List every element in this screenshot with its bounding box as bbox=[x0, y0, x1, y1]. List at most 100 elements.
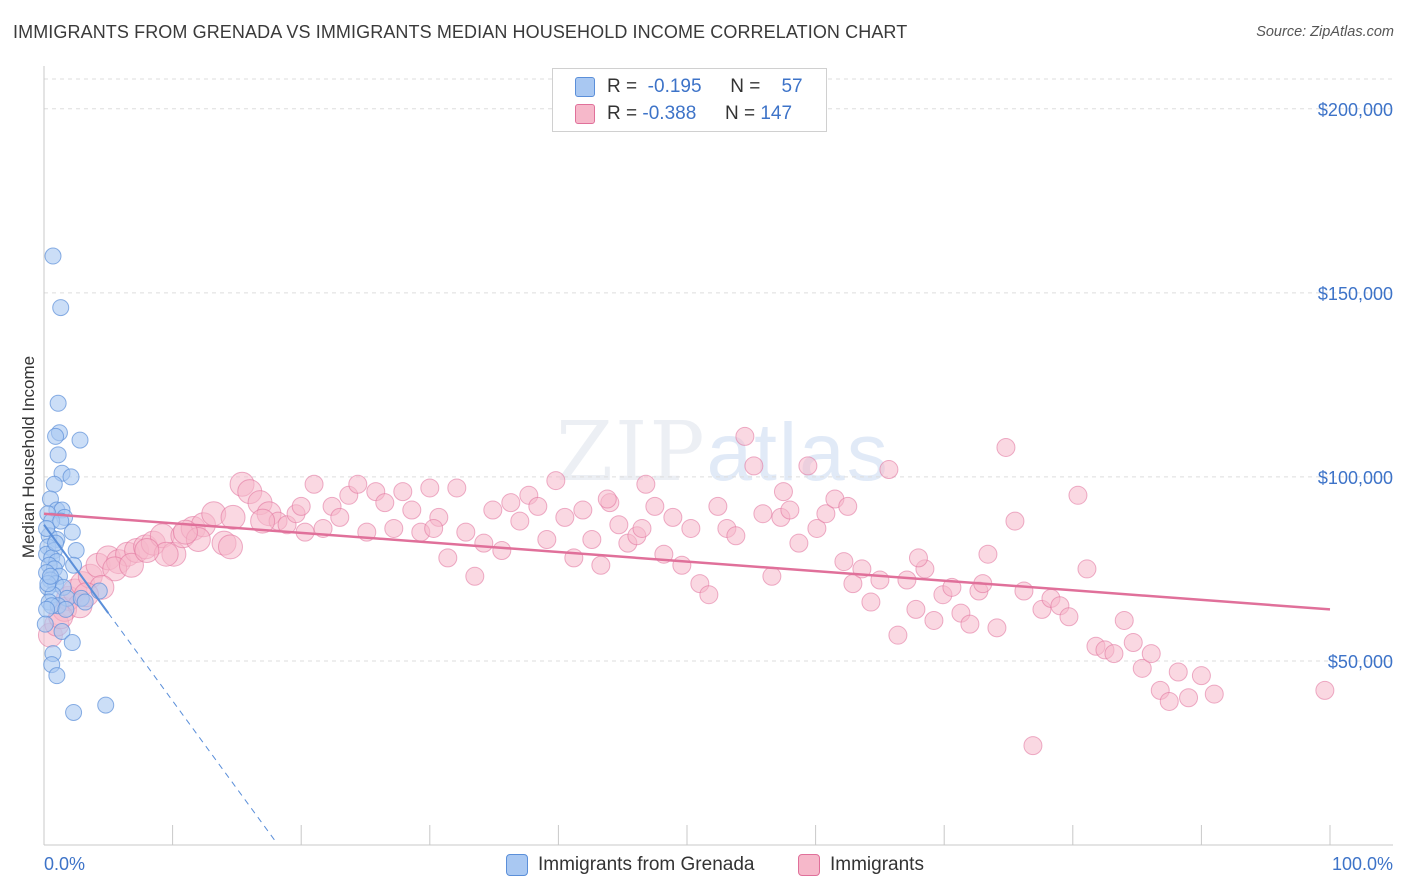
trend-line-immigrants bbox=[43, 512, 1331, 611]
point-immigrants bbox=[908, 548, 928, 568]
legend-r-value: -0.195 bbox=[647, 76, 702, 97]
point-immigrants bbox=[838, 496, 858, 516]
point-immigrants bbox=[348, 474, 368, 494]
point-grenada bbox=[90, 582, 108, 600]
point-immigrants bbox=[672, 555, 692, 575]
series-immigrants bbox=[37, 426, 1335, 756]
point-immigrants bbox=[1204, 684, 1224, 704]
point-immigrants bbox=[537, 529, 557, 549]
point-immigrants bbox=[330, 507, 350, 527]
source-label: Source: ZipAtlas.com bbox=[1256, 24, 1394, 40]
point-immigrants bbox=[978, 544, 998, 564]
point-immigrants bbox=[888, 625, 908, 645]
point-immigrants bbox=[384, 518, 404, 538]
point-grenada bbox=[67, 542, 85, 560]
point-immigrants bbox=[438, 548, 458, 568]
point-immigrants bbox=[816, 504, 836, 524]
point-immigrants bbox=[726, 526, 746, 546]
point-immigrants bbox=[780, 500, 800, 520]
point-immigrants bbox=[402, 500, 422, 520]
chart-title: IMMIGRANTS FROM GRENADA VS IMMIGRANTS ME… bbox=[13, 22, 908, 42]
point-immigrants bbox=[172, 519, 198, 545]
point-grenada bbox=[36, 615, 54, 633]
bottom-legend-grenada[interactable]: Immigrants from Grenada bbox=[506, 852, 754, 878]
point-immigrants bbox=[501, 493, 521, 513]
point-grenada bbox=[63, 634, 81, 652]
point-immigrants bbox=[420, 478, 440, 498]
bottom-legend-immigrants[interactable]: Immigrants bbox=[798, 852, 924, 878]
point-immigrants bbox=[636, 474, 656, 494]
point-immigrants bbox=[773, 482, 793, 502]
y-tick-label: $100,000 bbox=[1318, 468, 1393, 488]
legend-n-value: 57 bbox=[781, 76, 803, 97]
point-grenada bbox=[65, 703, 83, 721]
point-immigrants bbox=[573, 500, 593, 520]
point-immigrants bbox=[220, 504, 246, 530]
legend-n-label: N = bbox=[730, 76, 761, 97]
point-immigrants bbox=[1005, 511, 1025, 531]
point-immigrants bbox=[807, 518, 827, 538]
bottom-legend-swatch-immigrants bbox=[798, 854, 820, 876]
point-immigrants bbox=[555, 507, 575, 527]
point-immigrants bbox=[681, 518, 701, 538]
point-immigrants bbox=[591, 555, 611, 575]
point-immigrants bbox=[483, 500, 503, 520]
point-immigrants bbox=[1077, 559, 1097, 579]
point-immigrants bbox=[699, 585, 719, 605]
point-immigrants bbox=[1104, 644, 1124, 664]
point-immigrants bbox=[528, 496, 548, 516]
point-immigrants bbox=[1179, 688, 1199, 708]
point-grenada bbox=[41, 567, 59, 585]
point-immigrants bbox=[1123, 633, 1143, 653]
point-immigrants bbox=[134, 538, 160, 564]
point-grenada bbox=[38, 600, 56, 618]
point-immigrants bbox=[250, 508, 276, 534]
legend-r-label: R = bbox=[607, 76, 638, 97]
axes bbox=[43, 66, 1393, 846]
point-grenada bbox=[76, 593, 94, 611]
y-tick-label: $200,000 bbox=[1318, 100, 1393, 120]
point-grenada bbox=[62, 468, 80, 486]
point-immigrants bbox=[924, 610, 944, 630]
point-grenada bbox=[49, 394, 67, 412]
point-immigrants bbox=[510, 511, 530, 531]
point-immigrants bbox=[492, 541, 512, 561]
series-grenada bbox=[36, 247, 115, 721]
point-grenada bbox=[44, 247, 62, 265]
point-immigrants bbox=[1014, 581, 1034, 601]
point-immigrants bbox=[609, 515, 629, 535]
legend-n-value: 147 bbox=[760, 103, 793, 124]
grid-lines bbox=[44, 78, 1395, 662]
point-immigrants bbox=[897, 570, 917, 590]
trend-line-grenada bbox=[43, 524, 110, 614]
point-immigrants bbox=[987, 618, 1007, 638]
point-immigrants bbox=[597, 489, 617, 509]
point-immigrants bbox=[1315, 680, 1335, 700]
point-immigrants bbox=[632, 518, 652, 538]
point-immigrants bbox=[789, 533, 809, 553]
point-immigrants bbox=[582, 529, 602, 549]
point-immigrants bbox=[708, 496, 728, 516]
point-immigrants bbox=[1159, 691, 1179, 711]
bottom-legend-label-grenada: Immigrants from Grenada bbox=[538, 854, 755, 875]
point-grenada bbox=[97, 696, 115, 714]
stats-legend: R = -0.195 N = 57 R = -0.388 N = 147 bbox=[552, 68, 827, 132]
watermark-atlas: atlas bbox=[706, 407, 890, 498]
point-immigrants bbox=[861, 592, 881, 612]
point-immigrants bbox=[645, 496, 665, 516]
point-immigrants bbox=[375, 493, 395, 513]
point-grenada bbox=[45, 475, 63, 493]
point-grenada bbox=[49, 446, 67, 464]
legend-r-label: R = bbox=[607, 103, 638, 124]
point-immigrants bbox=[1068, 485, 1088, 505]
x-tick-label-max: 100.0% bbox=[1332, 854, 1393, 874]
point-immigrants bbox=[1191, 666, 1211, 686]
point-immigrants bbox=[762, 566, 782, 586]
point-immigrants bbox=[424, 518, 444, 538]
point-immigrants bbox=[1059, 607, 1079, 627]
point-immigrants bbox=[870, 570, 890, 590]
point-grenada bbox=[53, 623, 71, 641]
trend-lines bbox=[43, 512, 1331, 842]
point-immigrants bbox=[663, 507, 683, 527]
